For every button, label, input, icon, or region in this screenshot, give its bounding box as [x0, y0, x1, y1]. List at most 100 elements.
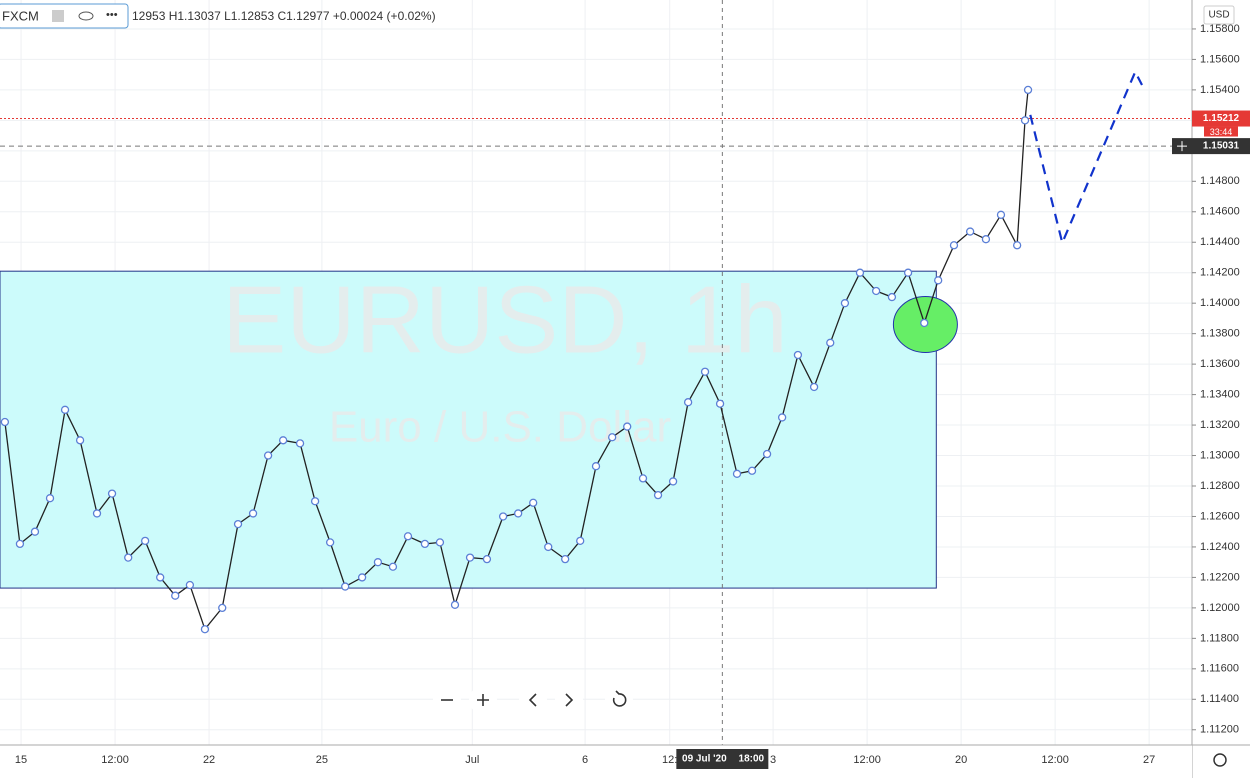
x-tick-label: 12:00	[101, 754, 129, 766]
y-tick-label: 1.12000	[1200, 602, 1240, 614]
price-point	[15, 539, 25, 549]
y-tick-label: 1.13600	[1200, 358, 1240, 370]
price-point	[403, 532, 413, 541]
y-tick-label: 1.14000	[1200, 297, 1240, 309]
crosshair-box	[676, 749, 769, 769]
x-tick-label: 12:00	[1041, 754, 1069, 766]
last-price-box	[1192, 110, 1250, 127]
price-point	[544, 542, 553, 552]
y-tick-label: 1.11400	[1200, 693, 1239, 705]
price-point	[326, 538, 335, 547]
price-point	[248, 509, 258, 518]
price-point	[855, 268, 865, 277]
scroll-left[interactable]	[519, 686, 547, 714]
y-tick-label: 1.13400	[1200, 388, 1240, 400]
price-point	[840, 299, 850, 308]
currency-box[interactable]	[1203, 5, 1235, 25]
price-point	[156, 573, 165, 582]
settings[interactable]	[1213, 753, 1227, 767]
price-point	[263, 451, 273, 460]
price-point	[45, 494, 55, 503]
price-point	[0, 417, 10, 427]
y-tick-label: 1.11600	[1200, 663, 1239, 675]
price-point	[576, 536, 585, 545]
price-point	[60, 405, 70, 414]
price-point	[529, 498, 538, 507]
price-point	[218, 603, 227, 613]
y-tick-label: 1.14200	[1200, 267, 1240, 279]
price-point	[903, 268, 913, 277]
price-point	[482, 554, 492, 564]
x-tick-label: 27	[1143, 754, 1155, 766]
ohlc: 12953 H1.13037 L1.12853 C1.12977 +0.0002…	[132, 9, 436, 23]
price-point	[278, 436, 288, 445]
price-point	[124, 553, 133, 562]
price-point	[435, 538, 445, 547]
price-point	[683, 398, 693, 407]
price-point	[1012, 241, 1022, 250]
zone-rect	[0, 270, 937, 589]
scroll-right[interactable]	[555, 686, 583, 714]
more-icon[interactable]: •••	[106, 9, 118, 21]
price-point	[608, 433, 617, 442]
countdown-box	[1204, 126, 1238, 137]
price-point	[357, 573, 367, 582]
cursor-price-label: 1.15031	[1203, 141, 1240, 152]
price-point	[1020, 116, 1030, 125]
price-point	[465, 553, 475, 562]
price-point	[996, 210, 1006, 219]
price-point	[75, 436, 85, 445]
zone-layer	[0, 270, 937, 589]
x-tick-label: 12:00	[853, 754, 881, 766]
price-point	[341, 582, 350, 591]
zoom-controls	[433, 686, 633, 714]
reset[interactable]	[605, 686, 633, 714]
price-point	[887, 292, 897, 302]
y-tick-label: 1.13800	[1200, 328, 1240, 340]
last-price-label: 1.15212	[1203, 113, 1240, 124]
price-point	[185, 580, 195, 590]
price-point	[388, 562, 398, 571]
marks	[0, 0, 1192, 745]
watermark-title: EURUSD, 1h	[222, 266, 788, 373]
price-point	[949, 241, 959, 250]
x-tick-label: Jul	[465, 754, 479, 766]
price-point	[30, 527, 40, 536]
price-point	[373, 558, 383, 567]
x-tick-label: 20	[955, 754, 967, 766]
price-point	[793, 350, 803, 360]
watermark-subtitle: Euro / U.S. Dollar	[329, 403, 671, 452]
price-point	[140, 536, 150, 545]
y-tick-label: 1.11200	[1200, 724, 1239, 736]
crosshair-time: 18:00	[739, 754, 765, 765]
y-tick-label: 1.12600	[1200, 510, 1240, 522]
y-tick-label: 1.14400	[1200, 236, 1240, 248]
price-point	[420, 539, 430, 549]
x-tick-label: 6	[582, 754, 588, 766]
x-tick-label: 22	[203, 754, 215, 766]
price-point	[1023, 85, 1033, 95]
y-tick-label: 1.11800	[1200, 632, 1239, 644]
price-point	[623, 422, 632, 431]
flag-icon[interactable]	[52, 10, 64, 22]
countdown: 33:44	[1210, 127, 1233, 137]
currency: USD	[1208, 10, 1229, 21]
y-tick-label: 1.12200	[1200, 571, 1240, 583]
y-tick-label: 1.13200	[1200, 419, 1240, 431]
price-point	[809, 382, 819, 392]
price-point	[450, 600, 460, 609]
eye-icon[interactable]	[78, 11, 94, 21]
price-point	[826, 338, 835, 347]
y-tick-label: 1.15800	[1200, 23, 1240, 35]
price-point	[310, 497, 320, 506]
x-tick-label: 25	[316, 754, 328, 766]
symbol: FXCM	[2, 8, 39, 23]
price-point	[653, 490, 663, 500]
y-tick-label: 1.15600	[1200, 53, 1240, 65]
price-point	[934, 276, 943, 285]
price-point	[107, 489, 117, 498]
price-point	[981, 235, 991, 244]
price-point	[233, 519, 243, 529]
